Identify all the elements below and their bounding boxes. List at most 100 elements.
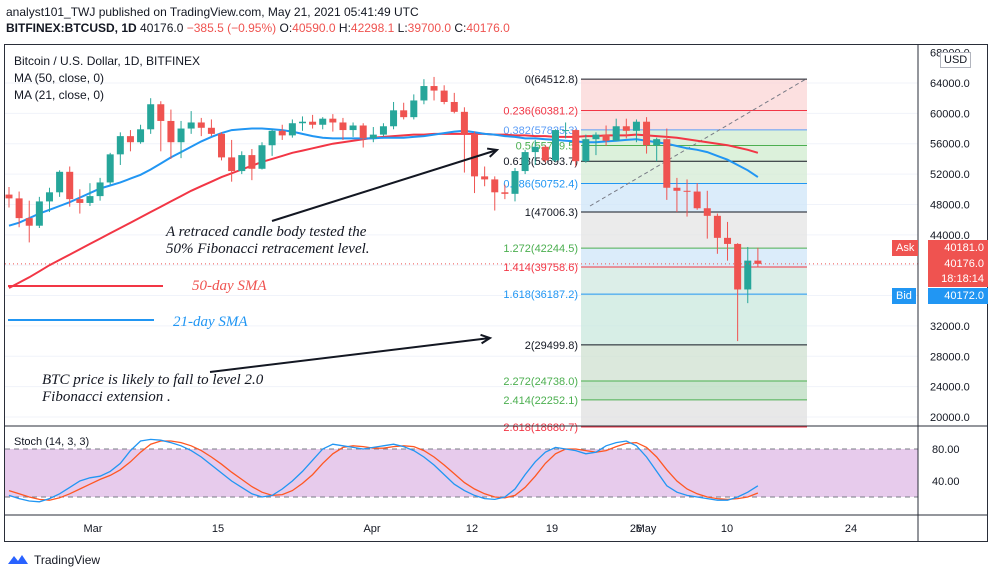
candle-body bbox=[177, 128, 185, 143]
candle-body bbox=[683, 190, 691, 192]
retracement-line-2: 50% Fibonacci retracement level. bbox=[166, 241, 370, 257]
candle-body bbox=[66, 171, 74, 200]
ma21-line bbox=[8, 127, 759, 227]
candle-body bbox=[481, 176, 489, 180]
footer-brand[interactable]: TradingView bbox=[6, 552, 100, 568]
price-tick-label: 20000.0 bbox=[930, 412, 970, 424]
last-price-tag: 40176.0 bbox=[928, 256, 988, 272]
chart-header: analyst101_TWJ published on TradingView.… bbox=[6, 4, 510, 36]
candle-body bbox=[329, 118, 337, 123]
candle-body bbox=[643, 121, 651, 146]
candle-body bbox=[390, 110, 398, 127]
candle-body bbox=[713, 215, 721, 238]
candle-body bbox=[420, 86, 428, 101]
stoch-band bbox=[5, 425, 988, 498]
fib-zone bbox=[581, 267, 807, 295]
forecast-line-2: Fibonacci extension . bbox=[42, 389, 171, 405]
candle-body bbox=[349, 125, 357, 131]
fib-zone bbox=[581, 294, 807, 345]
price-tick-label: 28000.0 bbox=[930, 351, 970, 363]
fib-zone bbox=[581, 79, 807, 111]
stoch-tick-label: 40.00 bbox=[932, 476, 960, 488]
candle-body bbox=[511, 171, 519, 194]
stoch-d-line bbox=[8, 440, 759, 501]
candle-body bbox=[207, 127, 215, 134]
candle-body bbox=[5, 194, 13, 199]
candle-body bbox=[541, 146, 549, 161]
fib-level-label: 0.5(55759.5) bbox=[516, 141, 578, 153]
candle-body bbox=[501, 192, 509, 194]
price-tick-label: 32000.0 bbox=[930, 321, 970, 333]
candle-body bbox=[248, 155, 256, 169]
candle-body bbox=[319, 118, 327, 125]
candle-body bbox=[471, 133, 479, 177]
candle-body bbox=[622, 126, 630, 131]
retracement-arrow-head bbox=[486, 147, 500, 158]
candle-body bbox=[744, 260, 752, 290]
candle-body bbox=[268, 130, 276, 146]
brand-name: TradingView bbox=[34, 553, 101, 567]
forecast-annotation: BTC price is likely to fall to level 2.0… bbox=[42, 372, 263, 406]
fib-level-label: 0(64512.8) bbox=[525, 74, 578, 86]
time-tick-label: 10 bbox=[721, 523, 733, 535]
candle-body bbox=[258, 145, 266, 169]
candle-body bbox=[521, 152, 529, 172]
candle-body bbox=[379, 126, 387, 135]
candle-body bbox=[430, 86, 438, 91]
close-label: C: bbox=[454, 21, 467, 35]
sma21-label: 21-day SMA bbox=[173, 314, 248, 330]
time-tick-label: 12 bbox=[466, 523, 478, 535]
currency-label[interactable]: USD bbox=[940, 52, 972, 68]
time-tick-label: 24 bbox=[845, 523, 857, 535]
candle-body bbox=[96, 182, 104, 197]
candle-body bbox=[410, 100, 418, 118]
candle-body bbox=[673, 187, 681, 191]
candle-body bbox=[278, 130, 286, 136]
candle-body bbox=[400, 110, 408, 118]
low-value: 39700.0 bbox=[407, 21, 452, 35]
bid-label: Bid bbox=[892, 288, 916, 304]
candle-body bbox=[582, 139, 590, 162]
price-tick-label: 64000.0 bbox=[930, 78, 970, 90]
stoch-legend: Stoch (14, 3, 3) bbox=[14, 436, 90, 448]
fib-level-label: 2(29499.8) bbox=[525, 340, 578, 352]
fib-level-label: 1.272(42244.5) bbox=[503, 243, 578, 255]
candle-body bbox=[440, 90, 448, 102]
low-label: L: bbox=[397, 21, 408, 35]
fib-zone bbox=[581, 211, 807, 249]
candle-body bbox=[167, 120, 175, 143]
price-tick-label: 52000.0 bbox=[930, 169, 970, 181]
candle-body bbox=[754, 260, 762, 264]
time-tick-label: 19 bbox=[546, 523, 558, 535]
candle-body bbox=[663, 139, 671, 188]
retracement-line-1: A retraced candle body tested the bbox=[166, 224, 367, 240]
legend-ma50: MA (50, close, 0) bbox=[14, 71, 105, 85]
fib-level-label: 0.382(57825.3) bbox=[503, 125, 578, 137]
candle-body bbox=[339, 122, 347, 131]
bar-countdown: 18:18:14 bbox=[928, 271, 988, 287]
candle-body bbox=[76, 199, 84, 203]
open-label: O: bbox=[279, 21, 293, 35]
fib-level-label: 0.618(53693.7) bbox=[503, 156, 578, 168]
price-tick-label: 44000.0 bbox=[930, 230, 970, 242]
candle-body bbox=[228, 157, 236, 172]
candle-body bbox=[15, 198, 23, 219]
price-tick-label: 48000.0 bbox=[930, 199, 970, 211]
candle-body bbox=[460, 111, 468, 134]
candle-body bbox=[86, 196, 94, 203]
high-label: H: bbox=[338, 21, 351, 35]
time-tick-label: 26 bbox=[630, 523, 642, 535]
high-value: 42298.1 bbox=[350, 21, 395, 35]
candle-body bbox=[724, 237, 732, 244]
forecast-arrow bbox=[209, 337, 491, 373]
candle-body bbox=[612, 126, 620, 141]
fibonacci-tool: 0(64512.8) 0.236(60381.2) 0.382(57825.3) 0.… bbox=[503, 74, 807, 434]
fib-zone bbox=[581, 161, 807, 184]
candle-body bbox=[137, 129, 145, 143]
candle-body bbox=[218, 133, 226, 158]
candlesticks bbox=[5, 76, 918, 342]
ohlc-line: BITFINEX:BTCUSD, 1D 40176.0 −385.5 (−0.9… bbox=[6, 20, 510, 36]
price-tick-label: 56000.0 bbox=[930, 139, 970, 151]
candle-body bbox=[45, 192, 53, 202]
